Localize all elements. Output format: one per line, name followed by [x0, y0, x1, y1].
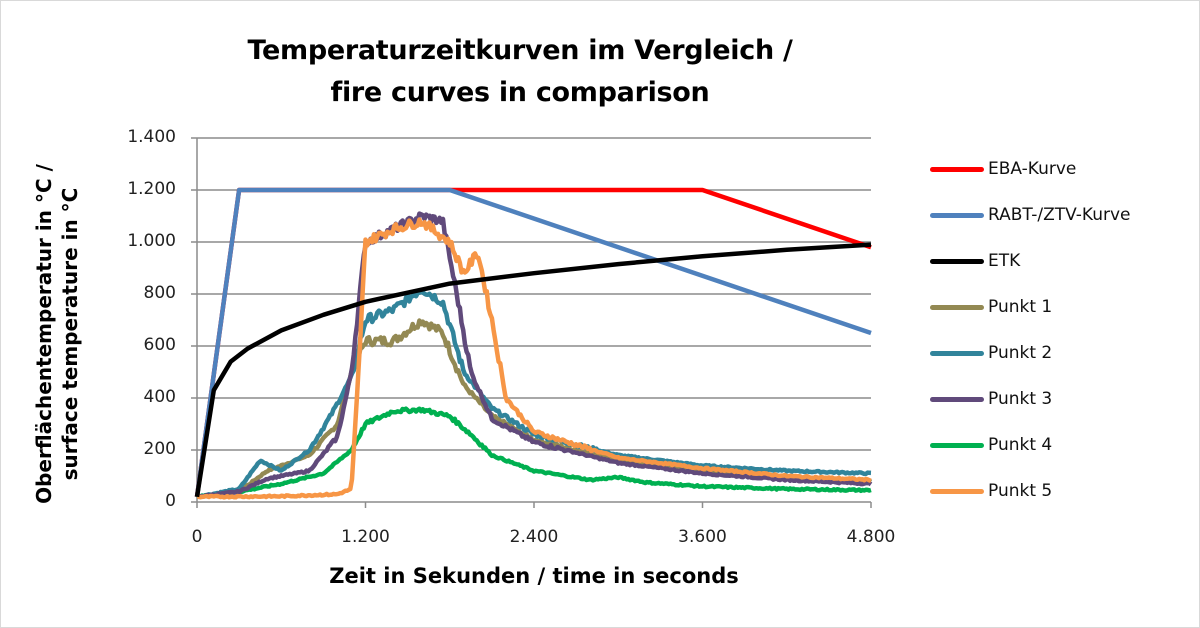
x-tick-label: 0 [191, 527, 203, 547]
legend-item: Punkt 5 [930, 468, 1130, 514]
legend-item: EBA-Kurve [930, 146, 1130, 192]
legend-label: RABT-/ZTV-Kurve [988, 205, 1131, 225]
series-line-eba-kurve [194, 187, 872, 498]
legend-item: Punkt 4 [930, 422, 1130, 468]
legend-swatch [930, 442, 984, 448]
legend-label: Punkt 5 [988, 481, 1053, 501]
legend-item: Punkt 1 [930, 284, 1130, 330]
series-line-etk [194, 242, 872, 498]
y-tick-label: 1.400 [127, 127, 176, 147]
legend-swatch [930, 350, 984, 356]
x-tick-label: 1.200 [341, 527, 390, 547]
chart-title: Temperaturzeitkurven im Vergleich / fire… [180, 30, 860, 114]
legend-swatch [930, 212, 984, 218]
legend-item: RABT-/ZTV-Kurve [930, 192, 1130, 238]
series-line-punkt-4 [195, 406, 872, 500]
y-tick-label: 1.000 [127, 231, 176, 251]
x-tick-label: 3.600 [678, 527, 727, 547]
y-tick-label: 400 [143, 387, 176, 407]
series-line-punkt-5 [196, 217, 872, 500]
chart-title-line-1: Temperaturzeitkurven im Vergleich / [247, 35, 793, 66]
legend: EBA-Kurve RABT-/ZTV-Kurve ETK Punkt 1 Punkt … [930, 146, 1130, 514]
legend-swatch [930, 396, 984, 402]
legend-swatch [930, 304, 984, 310]
legend-item: ETK [930, 238, 1130, 284]
legend-item: Punkt 2 [930, 330, 1130, 376]
x-axis-label: Zeit in Sekunden / time in seconds [329, 564, 739, 588]
legend-label: Punkt 3 [988, 389, 1053, 409]
legend-label: Punkt 1 [988, 297, 1053, 317]
series-line-punkt-3 [195, 211, 873, 499]
gridlines [191, 137, 871, 503]
y-tick-label: 0 [165, 491, 176, 511]
chart-title-line-2: fire curves in comparison [330, 77, 710, 108]
axes [196, 138, 872, 508]
legend-item: Punkt 3 [930, 376, 1130, 422]
legend-label: Punkt 2 [988, 343, 1053, 363]
x-tick-label: 2.400 [509, 527, 559, 547]
y-tick-label: 800 [143, 283, 176, 303]
x-tick-label: 4.800 [846, 527, 896, 547]
legend-label: EBA-Kurve [988, 159, 1077, 179]
legend-label: Punkt 4 [988, 435, 1053, 455]
y-tick-label: 1.200 [127, 179, 176, 199]
legend-label: ETK [988, 251, 1021, 271]
legend-swatch [930, 488, 984, 494]
legend-swatch [930, 166, 984, 172]
legend-swatch [930, 258, 984, 264]
y-tick-label: 200 [143, 439, 176, 459]
series-line-rabt-ztv-kurve [194, 187, 872, 498]
y-tick-label: 600 [143, 335, 176, 355]
series-lines [194, 187, 873, 500]
